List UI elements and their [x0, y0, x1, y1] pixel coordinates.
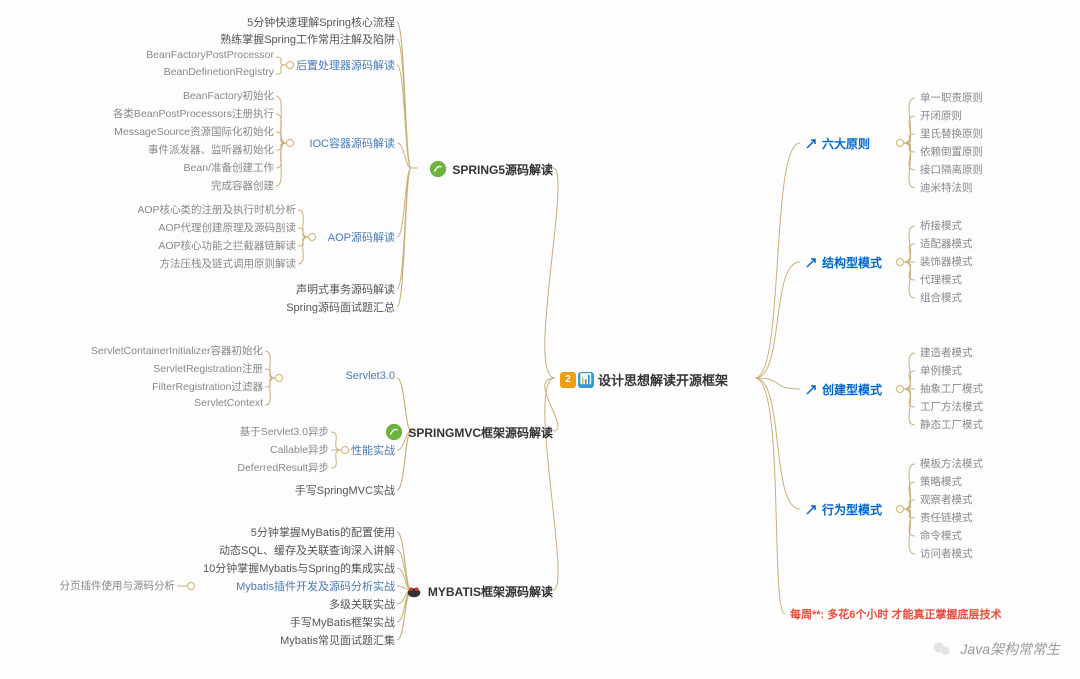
left-sub: Mybatis插件开发及源码分析实战 [236, 578, 395, 594]
wechat-icon [932, 639, 952, 659]
mybatis-icon [405, 582, 423, 600]
right-leaf: 桥接模式 [920, 218, 962, 233]
right-leaf: 适配器模式 [920, 236, 973, 251]
right-leaf: 里氏替换原则 [920, 126, 983, 141]
left-leaf: AOP核心类的注册及执行时机分析 [137, 202, 296, 217]
center-label: 设计思想解读开源框架 [598, 370, 728, 389]
right-leaf: 单一职责原则 [920, 90, 983, 105]
left-leaf: 事件派发器、监听器初始化 [148, 142, 274, 157]
right-leaf: 访问者模式 [920, 546, 973, 561]
right-leaf: 命令模式 [920, 528, 962, 543]
connector-dot [896, 258, 904, 266]
arrow-icon [805, 504, 817, 516]
connector-dot [896, 505, 904, 513]
watermark: Java架构常常生 [932, 639, 1060, 659]
left-leaf: FilterRegistration过滤器 [152, 379, 263, 394]
left-sub: 手写SpringMVC实战 [295, 482, 395, 498]
right-leaf: 工厂方法模式 [920, 399, 983, 414]
connector-dot [896, 139, 904, 147]
connector-dot [896, 385, 904, 393]
right-branch: 六大原则 [805, 135, 870, 152]
left-sub: 多级关联实战 [329, 596, 395, 612]
connector-dot [286, 139, 294, 147]
arrow-icon [805, 384, 817, 396]
connector-dot [308, 233, 316, 241]
left-leaf: 基于Servlet3.0异步 [240, 424, 329, 439]
left-sub: 熟练掌握Spring工作常用注解及陷阱 [220, 31, 395, 47]
left-branch: SPRINGMVC框架源码解读 [385, 423, 553, 441]
right-leaf: 单例模式 [920, 363, 962, 378]
left-leaf: MessageSource资源国际化初始化 [114, 124, 274, 139]
watermark-text: Java架构常常生 [960, 639, 1060, 659]
left-leaf: BeanFactoryPostProcessor [146, 49, 274, 61]
left-leaf: Bean/准备创建工作 [184, 160, 274, 175]
left-leaf: BeanDefinetionRegistry [164, 66, 274, 78]
left-sub: 10分钟掌握Mybatis与Spring的集成实战 [203, 560, 395, 576]
left-sub: 后置处理器源码解读 [296, 57, 395, 73]
left-leaf: 各类BeanPostProcessors注册执行 [113, 106, 274, 121]
right-leaf: 责任链模式 [920, 510, 973, 525]
arrow-icon [805, 138, 817, 150]
right-branch: 创建型模式 [805, 381, 882, 398]
left-branch: SPRING5源码解读 [429, 160, 553, 178]
left-sub: Spring源码面试题汇总 [286, 299, 395, 315]
connector-dot [187, 582, 195, 590]
right-branch: 行为型模式 [805, 501, 882, 518]
right-leaf: 代理模式 [920, 272, 962, 287]
left-leaf: AOP核心功能之拦截器链解读 [158, 238, 296, 253]
left-branch: MYBATIS框架源码解读 [405, 582, 553, 600]
right-leaf: 依赖倒置原则 [920, 144, 983, 159]
spring-icon [385, 423, 403, 441]
right-leaf: 模板方法模式 [920, 456, 983, 471]
arrow-icon [805, 257, 817, 269]
left-leaf: AOP代理创建原理及源码剖读 [158, 220, 296, 235]
right-leaf: 装饰器模式 [920, 254, 973, 269]
left-leaf: DeferredResult异步 [237, 460, 329, 475]
left-sub: Servlet3.0 [345, 370, 395, 382]
right-leaf: 静态工厂模式 [920, 417, 983, 432]
right-branch: 结构型模式 [805, 254, 882, 271]
left-leaf: 完成容器创建 [211, 178, 274, 193]
footer-text: 每周**: 多花6个小时 才能真正掌握底层技术 [790, 606, 1001, 622]
left-sub: 手写MyBatis框架实战 [290, 614, 395, 630]
right-leaf: 抽象工厂模式 [920, 381, 983, 396]
left-sub: AOP源码解读 [328, 229, 395, 245]
right-leaf: 迪米特法则 [920, 180, 973, 195]
connector-dot [275, 374, 283, 382]
right-leaf: 建造者模式 [920, 345, 973, 360]
right-leaf: 接口隔离原则 [920, 162, 983, 177]
spring-icon [429, 160, 447, 178]
left-leaf: ServletContext [194, 397, 263, 409]
left-leaf: ServletRegistration注册 [153, 361, 263, 376]
left-leaf: ServletContainerInitializer容器初始化 [91, 343, 263, 358]
left-leaf: BeanFactory初始化 [183, 88, 274, 103]
center-icon-1: 2 [560, 372, 576, 388]
center-node: 2 📊 设计思想解读开源框架 [560, 370, 728, 389]
left-leaf: 分页插件使用与源码分析 [60, 578, 176, 593]
left-sub: 性能实战 [351, 442, 395, 458]
right-leaf: 策略模式 [920, 474, 962, 489]
left-leaf: Callable异步 [270, 442, 329, 457]
center-icon-2: 📊 [578, 372, 594, 388]
left-sub: Mybatis常见面试题汇集 [280, 632, 395, 648]
left-leaf: 方法压栈及链式调用原则解读 [160, 256, 297, 271]
left-sub: 5分钟掌握MyBatis的配置使用 [251, 524, 395, 540]
right-leaf: 开闭原则 [920, 108, 962, 123]
right-leaf: 观察者模式 [920, 492, 973, 507]
left-sub: IOC容器源码解读 [309, 135, 395, 151]
connector-dot [341, 446, 349, 454]
connector-dot [286, 61, 294, 69]
right-leaf: 组合模式 [920, 290, 962, 305]
left-sub: 5分钟快速理解Spring核心流程 [247, 14, 395, 30]
left-sub: 声明式事务源码解读 [296, 281, 395, 297]
left-sub: 动态SQL、缓存及关联查询深入讲解 [219, 542, 395, 558]
